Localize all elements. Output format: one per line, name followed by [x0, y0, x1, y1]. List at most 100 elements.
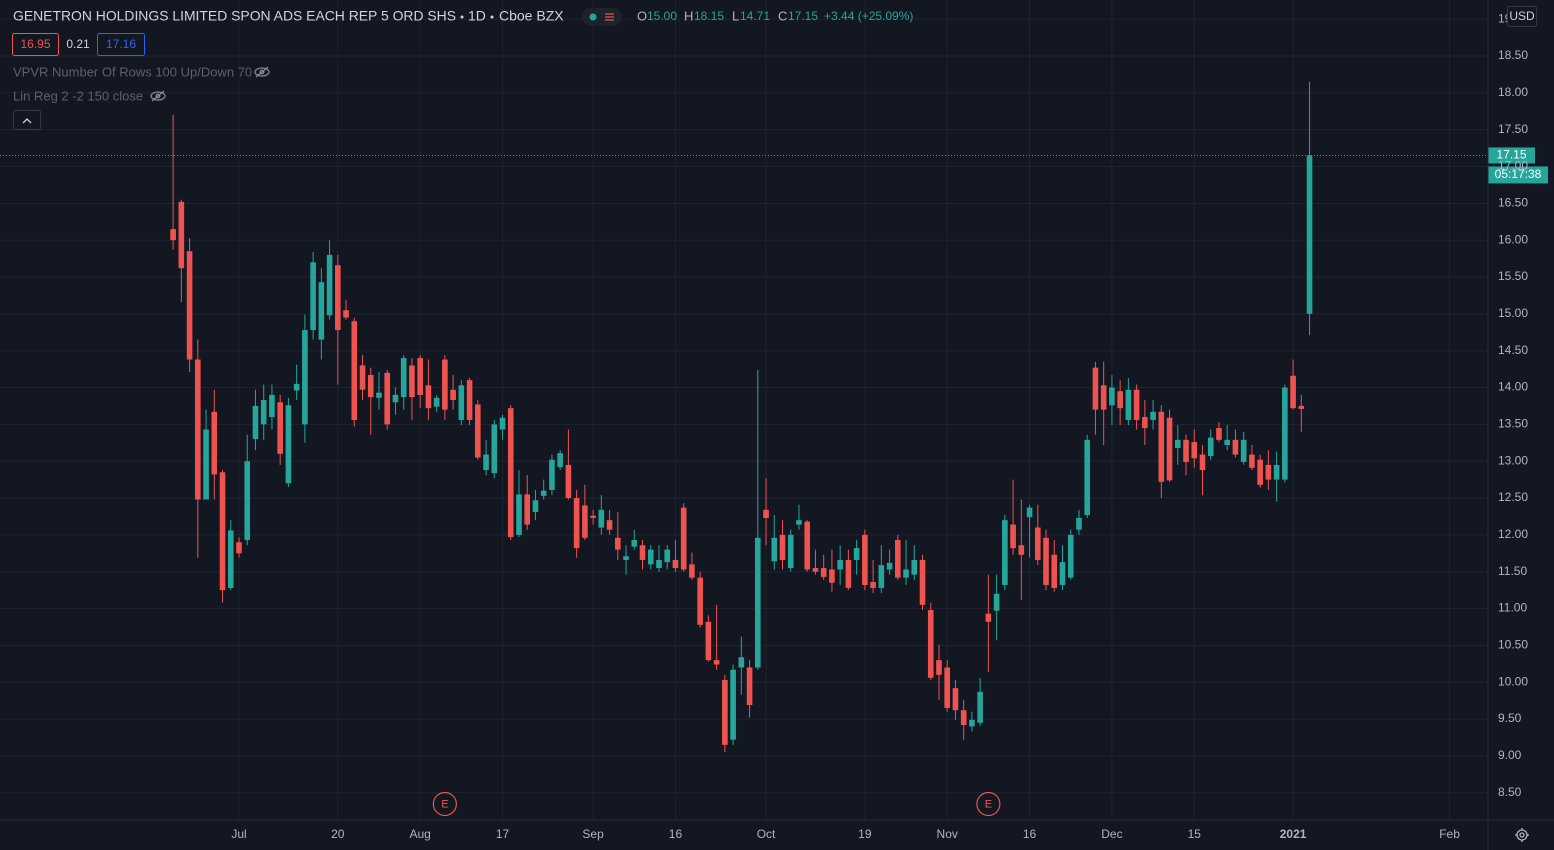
hidden-icon[interactable] [254, 66, 270, 78]
candle-body [499, 417, 506, 430]
candle-body [326, 254, 333, 316]
candle-body [1142, 416, 1148, 429]
y-tick-label: 8.50 [1498, 785, 1522, 799]
x-tick-label: 15 [1188, 827, 1202, 841]
legend-key: C [778, 8, 787, 23]
candle-body [227, 530, 234, 588]
candle-body [507, 408, 514, 538]
candle-body [285, 405, 292, 484]
candle-body [1282, 387, 1288, 480]
candle-body [853, 548, 860, 560]
y-tick-label: 16.00 [1498, 232, 1528, 246]
candle-body [1224, 439, 1230, 445]
candle-body [1273, 464, 1280, 480]
candle-body [1100, 385, 1107, 410]
collapse-icon [22, 118, 32, 124]
settings-icon[interactable] [1515, 828, 1529, 842]
earnings-label: E [985, 798, 992, 810]
countdown-tag [1488, 166, 1548, 184]
x-tick-label: 2021 [1280, 827, 1307, 841]
hidden-icon[interactable] [150, 90, 166, 102]
candle-body [1125, 389, 1132, 420]
candle-body [870, 582, 876, 588]
earnings-marker[interactable] [432, 791, 457, 817]
y-tick-label: 14.00 [1498, 380, 1528, 394]
candle-body [483, 454, 489, 471]
interval[interactable]: 1D [468, 8, 486, 24]
status-pill[interactable] [582, 8, 622, 26]
candle-body [886, 562, 893, 570]
y-tick-label: 16.50 [1498, 196, 1528, 210]
y-tick-label: 18.50 [1498, 48, 1528, 62]
candle-body [796, 520, 802, 525]
candle-body [417, 358, 423, 395]
candle-body [1257, 459, 1263, 485]
x-tick-label: 16 [669, 827, 683, 841]
market-status [589, 13, 597, 21]
y-tick-label: 11.00 [1498, 601, 1527, 615]
legend-value: 14.71 [740, 9, 770, 23]
candle-body [335, 265, 341, 331]
candle-body [969, 719, 975, 727]
earnings-marker[interactable] [976, 791, 1001, 817]
x-tick-label: 16 [1023, 827, 1037, 841]
candle-body [755, 537, 761, 668]
legend-key: H [684, 8, 693, 23]
candle-body [590, 515, 596, 518]
ask-box[interactable] [97, 33, 145, 56]
candle-body [1174, 439, 1181, 448]
time-axis: Jul 20 Aug 17 Sep 16 Oct 19 Nov 16 Dec 15 2021 Feb [231, 827, 1460, 841]
candle-body [384, 372, 391, 425]
candle-body [458, 385, 465, 420]
candle-body [845, 559, 852, 588]
x-tick-label: 17 [496, 827, 510, 841]
grid [0, 0, 1488, 820]
candle-body [960, 710, 967, 725]
data-status [605, 13, 614, 21]
candle-body [302, 330, 308, 425]
candle-body [722, 680, 728, 745]
candle-body [1084, 439, 1091, 515]
candle-body [1249, 454, 1255, 468]
candle-body [1290, 375, 1296, 409]
candle-body [351, 321, 358, 420]
candle-body [573, 498, 580, 549]
candle-body [631, 540, 638, 547]
candle-body [804, 521, 811, 570]
bid-box[interactable] [12, 33, 59, 56]
candle-body [392, 394, 399, 403]
candle-body [1043, 537, 1049, 585]
candle-body [664, 549, 671, 563]
collapse-button[interactable] [13, 110, 41, 130]
candle-body [318, 282, 325, 340]
y-tick-label: 12.50 [1498, 490, 1528, 504]
candle-body [606, 520, 613, 530]
currency-box[interactable] [1507, 6, 1537, 27]
exchange: Cboe BZX [499, 8, 564, 24]
candle-body [656, 559, 662, 569]
candle-body [475, 404, 481, 458]
candles [170, 81, 1313, 753]
candle-body [211, 411, 218, 475]
candle-body [269, 394, 275, 417]
x-tick-label: Sep [582, 827, 604, 841]
x-tick-label: Nov [937, 827, 958, 841]
candle-body [837, 559, 843, 570]
candle-body [466, 380, 473, 420]
candle-body [944, 667, 951, 709]
candle-body [919, 559, 926, 605]
separator [460, 15, 464, 19]
bid: 16.95 [20, 37, 50, 51]
candle-body [277, 402, 283, 454]
currency: USD [1509, 9, 1535, 23]
candle-body [170, 229, 176, 241]
candle-body [705, 621, 712, 661]
candle-body [689, 564, 695, 578]
candle-body [1092, 367, 1099, 410]
candle-body [903, 569, 909, 578]
candle-body [713, 660, 720, 665]
candle-body [787, 534, 794, 569]
candle-body [894, 540, 901, 578]
x-tick-label: Oct [757, 827, 776, 841]
last-price-label: 17.15 [1496, 148, 1526, 162]
